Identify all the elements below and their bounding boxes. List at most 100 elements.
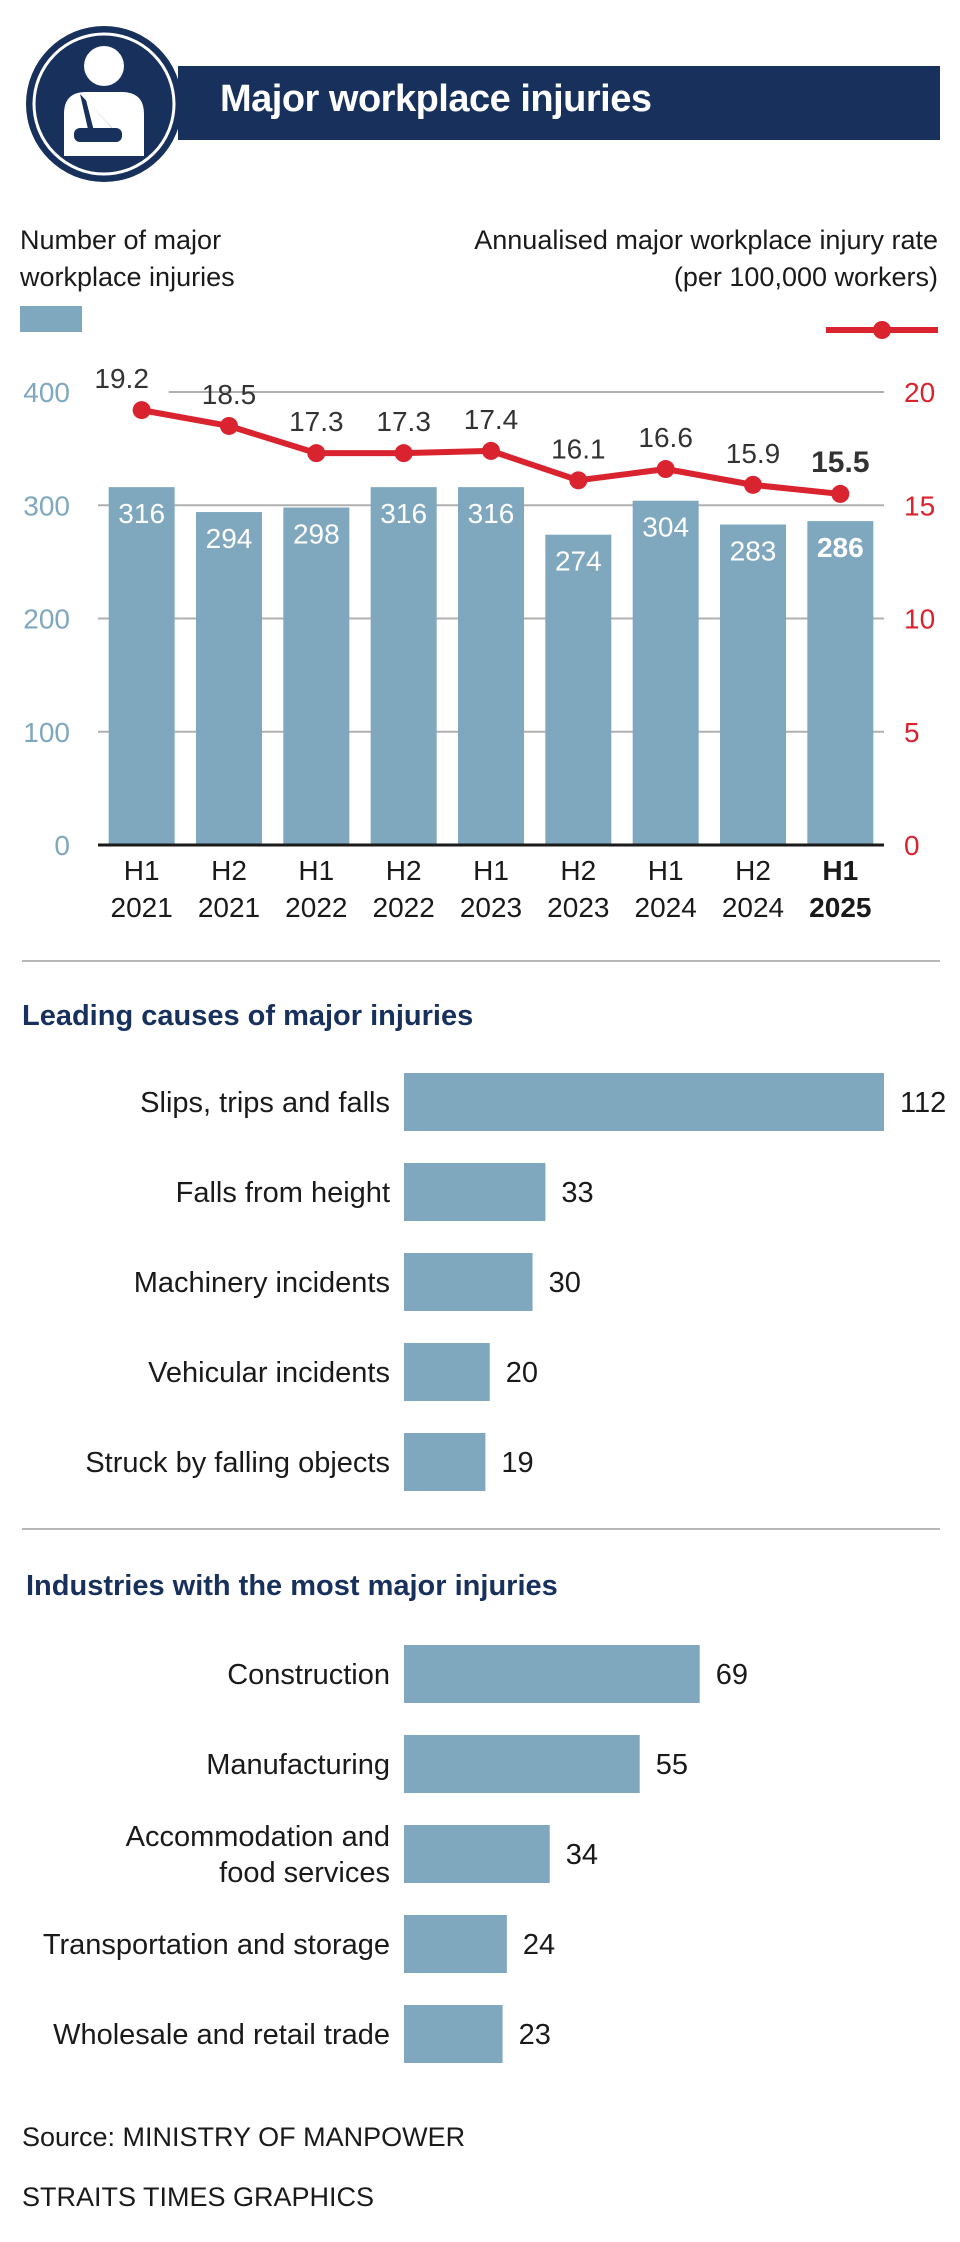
hbar [404,1253,533,1311]
y-left-tick-label: 400 [23,377,70,408]
rate-value-label: 16.6 [638,422,693,453]
x-tick-label-year: 2023 [547,892,609,923]
x-tick-label-year: 2024 [635,892,697,923]
x-tick-label-half: H2 [560,855,596,886]
rate-point [744,475,762,494]
injury-count-bar [370,487,437,845]
legend-bar-swatch [20,306,82,332]
hbar [404,1073,884,1131]
page-title: Major workplace injuries [220,78,652,120]
rate-value-label: 15.9 [726,438,781,469]
source-note: Source: MINISTRY OF MANPOWER [22,2122,466,2152]
hbar-category-label: Slips, trips and falls [140,1087,390,1119]
x-tick-label-half: H1 [298,855,334,886]
hbar-category-label: Accommodation and [126,1821,390,1853]
x-tick-label-year: 2023 [460,892,522,923]
x-tick-label-half: H1 [473,855,509,886]
hbar-category-label: Struck by falling objects [85,1447,390,1479]
legend-rate-line1: Annualised major workplace injury rate [474,225,938,255]
legend-bars: Number of major workplace injuries [20,222,235,296]
x-tick-label-half: H1 [822,855,858,886]
rate-point [482,441,500,460]
causes-title: Leading causes of major injuries [22,1000,474,1032]
hbar-category-label: Vehicular incidents [148,1357,390,1389]
rate-point [831,484,850,503]
section-divider-1 [22,960,940,962]
y-right-tick-label: 10 [904,604,935,635]
hbar-value-label: 69 [716,1659,748,1691]
y-right-tick-label: 15 [904,490,935,521]
legend-line-swatch [826,321,938,339]
x-tick-label-year: 2024 [722,892,784,923]
bar-value-label: 316 [380,498,427,529]
hbar [404,1163,546,1221]
hbar-category-label: Wholesale and retail trade [53,2019,390,2051]
bar-value-label: 316 [118,498,165,529]
injury-count-bar [458,487,524,845]
hbar [404,1433,486,1491]
y-left-tick-label: 0 [54,830,70,861]
rate-point [307,444,326,463]
rate-line-series: 19.2 18.5 17.3 17.3 17.4 16.1 16.6 15.9 15.5 [86,358,870,503]
x-tick-label-year: 2022 [373,892,435,923]
rate-value-label: 17.4 [464,404,519,435]
injury-count-bar [545,534,612,845]
y-right-tick-label: 5 [904,717,920,748]
y-left-tick-label: 300 [23,490,70,521]
header: Major workplace injuries [0,0,960,190]
hbar-category-label: food services [219,1857,390,1889]
title-banner [178,66,940,140]
rate-point [132,401,151,420]
rate-point [569,471,588,490]
industries-title: Industries with the most major injuries [26,1570,558,1602]
hbar-value-label: 34 [566,1839,598,1871]
hbar-value-label: 33 [561,1177,593,1209]
hbar-category-label: Construction [227,1659,390,1691]
bar-value-label: 274 [555,546,602,577]
hbar-category-label: Machinery incidents [134,1267,390,1299]
hbar-category-label: Transportation and storage [43,1929,390,1961]
rate-label-backdrop [86,358,169,397]
rate-point [656,460,675,479]
hbar-value-label: 23 [519,2019,551,2051]
x-tick-label-year: 2025 [809,892,871,923]
bar-value-label: 316 [468,498,515,529]
rate-point [220,416,238,435]
hbar [404,1645,700,1703]
bar-value-label: 298 [293,519,340,550]
hbar [404,2005,503,2063]
y-right-tick-label: 0 [904,830,920,861]
x-tick-label-year: 2022 [285,892,347,923]
axes: 0 100 200 300 400 0 5 10 15 20 H1 2021 H2 2021 H1 2022 H… [23,377,935,923]
legend-bars-line2: workplace injuries [20,262,235,292]
injury-count-bar [720,524,786,845]
y-left-tick-label: 100 [23,717,70,748]
legend-rate-line2: (per 100,000 workers) [673,262,938,292]
rate-value-label: 17.3 [376,406,431,437]
x-tick-label-half: H1 [124,855,160,886]
bar-value-label: 283 [730,536,777,567]
hbar-value-label: 112 [900,1087,946,1119]
rate-value-label: 15.5 [811,446,869,479]
injury-count-bar [196,512,262,845]
legend-bars-line1: Number of major [20,225,222,255]
x-tick-label-half: H2 [211,855,247,886]
legend-line-dot [873,321,891,339]
hbar-category-label: Manufacturing [206,1749,390,1781]
y-right-tick-label: 20 [904,377,935,408]
legend-rate: Annualised major workplace injury rate (… [474,222,938,296]
x-tick-label-year: 2021 [111,892,173,923]
rate-point [394,444,413,463]
section-divider-2 [22,1528,940,1530]
bar-series: 316 294 298 316 316 274 304 283 286 [108,487,874,845]
x-tick-label-year: 2021 [198,892,260,923]
combo-chart: 316 294 298 316 316 274 304 283 286 19.2 18.5 17.3… [23,358,935,923]
injury-count-bar [807,521,874,845]
hbar-value-label: 55 [656,1749,688,1781]
injured-arm-sling-icon [26,26,182,182]
rate-value-label: 16.1 [551,433,606,464]
credit-note: STRAITS TIMES GRAPHICS [22,2182,375,2212]
rate-value-label: 18.5 [202,379,257,410]
x-tick-label-half: H2 [735,855,771,886]
causes-chart: 112 Slips, trips and falls 33 Falls from he… [85,1073,946,1491]
